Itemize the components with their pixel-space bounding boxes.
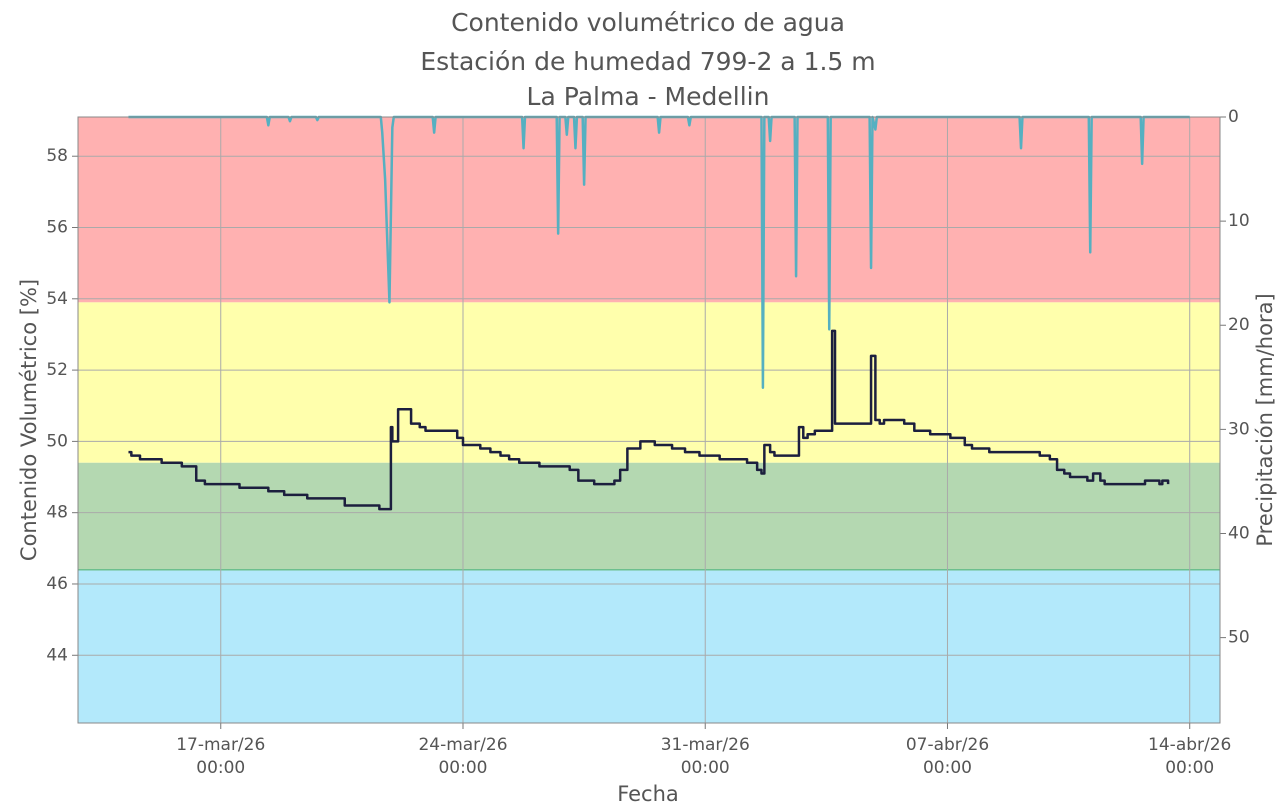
chart-title: La Palma - Medellin — [527, 82, 770, 111]
y2-tick-label: 50 — [1228, 628, 1250, 648]
y-tick-label: 48 — [46, 503, 68, 523]
chart-title: Estación de humedad 799-2 a 1.5 m — [420, 47, 875, 76]
y-axis-label: Contenido Volumétrico [%] — [17, 279, 41, 561]
x-tick-label: 07-abr/26 00:00 — [906, 735, 989, 778]
x-tick-label: 31-mar/26 00:00 — [661, 735, 750, 778]
y-tick-label: 56 — [46, 218, 68, 238]
chart-title: Contenido volumétrico de agua — [451, 8, 845, 37]
x-axis-label: Fecha — [617, 782, 679, 806]
y-tick-label: 44 — [46, 645, 68, 665]
threshold-band — [78, 569, 1220, 723]
y2-tick-label: 30 — [1228, 419, 1250, 439]
moisture-line — [128, 329, 1170, 511]
x-tick-label: 24-mar/26 00:00 — [418, 735, 507, 778]
y2-tick-label: 40 — [1228, 523, 1250, 543]
threshold-band — [78, 302, 1220, 463]
x-tick-label: 17-mar/26 00:00 — [176, 735, 265, 778]
y-tick-label: 50 — [46, 431, 68, 451]
x-tick-label: 14-abr/26 00:00 — [1148, 735, 1231, 778]
y2-tick-label: 20 — [1228, 315, 1250, 335]
threshold-band — [78, 117, 1220, 303]
y-tick-label: 58 — [46, 146, 68, 166]
y2-tick-label: 0 — [1228, 107, 1239, 127]
y-tick-label: 52 — [46, 360, 68, 380]
y-tick-label: 54 — [46, 289, 68, 309]
y2-tick-label: 10 — [1228, 211, 1250, 231]
y2-axis-label: Precipitación [mm/hora] — [1253, 293, 1277, 546]
threshold-band — [78, 462, 1220, 570]
y-tick-label: 46 — [46, 574, 68, 594]
plot-frame — [77, 116, 1221, 724]
